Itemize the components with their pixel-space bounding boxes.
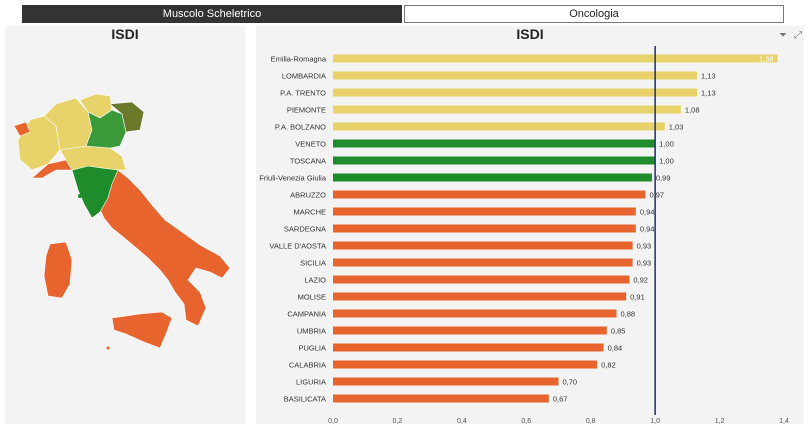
category-label: ABRUZZO: [290, 191, 326, 200]
category-label: SARDEGNA: [284, 225, 326, 234]
category-label: P.A. BOLZANO: [275, 123, 326, 132]
bar-20[interactable]: [333, 394, 549, 403]
x-tick-label: 0,4: [457, 418, 467, 425]
map-island-elba: [78, 194, 82, 198]
category-label: LIGURIA: [296, 378, 326, 387]
category-label: UMBRIA: [297, 327, 326, 336]
category-label: VENETO: [295, 140, 326, 149]
category-label: CAMPANIA: [287, 310, 326, 319]
category-label: PUGLIA: [298, 344, 326, 353]
category-label: PIEMONTE: [287, 106, 326, 115]
map-region-sicilia[interactable]: [111, 311, 173, 349]
category-label: CALABRIA: [289, 361, 326, 370]
value-label: 1,08: [685, 106, 700, 115]
category-label: Emilia-Romagna: [271, 55, 327, 64]
value-label: 0,88: [620, 310, 635, 319]
map-region-valle-daosta[interactable]: [13, 121, 31, 137]
bar-16[interactable]: [333, 326, 607, 335]
value-label: 1,00: [659, 157, 674, 166]
value-label: 0,91: [630, 293, 645, 302]
value-label: 1,13: [701, 89, 716, 98]
x-tick-label: 1,4: [779, 418, 789, 425]
value-label: 0,82: [601, 361, 616, 370]
bar-9[interactable]: [333, 207, 636, 216]
category-label: BASILICATA: [284, 395, 326, 404]
bar-8[interactable]: [333, 190, 646, 199]
x-tick-label: 0,2: [393, 418, 403, 425]
bar-0[interactable]: [333, 54, 778, 63]
bar-10[interactable]: [333, 224, 636, 233]
value-label: 0,97: [649, 191, 664, 200]
bar-13[interactable]: [333, 275, 630, 284]
value-label: 0,70: [563, 378, 578, 387]
value-label: 0,92: [633, 276, 648, 285]
category-label: VALLE D'AOSTA: [269, 242, 326, 251]
category-label: SICILIA: [300, 259, 326, 268]
value-label: 0,84: [608, 344, 623, 353]
x-tick-label: 0,0: [328, 418, 338, 425]
tab-muscolo-scheletrico[interactable]: Muscolo Scheletrico: [22, 5, 402, 23]
bar-19[interactable]: [333, 377, 559, 386]
bar-1[interactable]: [333, 71, 698, 80]
bar-3[interactable]: [333, 105, 681, 114]
category-label: LOMBARDIA: [282, 72, 326, 81]
bar-12[interactable]: [333, 258, 633, 267]
value-label: 0,67: [553, 395, 568, 404]
bar-11[interactable]: [333, 241, 633, 250]
bar-2[interactable]: [333, 88, 698, 97]
value-label: 1,38: [759, 55, 774, 64]
x-tick-label: 0,6: [521, 418, 531, 425]
x-tick-label: 1,2: [715, 418, 725, 425]
map-island-pantelleria: [106, 346, 110, 350]
bar-18[interactable]: [333, 360, 598, 369]
focus-mode-icon[interactable]: ⤢: [794, 30, 802, 41]
filter-icon[interactable]: ⏷: [779, 30, 787, 41]
category-label: Friuli-Venezia Giulia: [259, 174, 327, 183]
category-label: MOLISE: [298, 293, 326, 302]
value-label: 0,85: [611, 327, 626, 336]
map-region-centro-sud[interactable]: [97, 169, 231, 327]
category-label: P.A. TRENTO: [280, 89, 326, 98]
category-label: LAZIO: [304, 276, 326, 285]
value-label: 1,13: [701, 72, 716, 81]
bar-15[interactable]: [333, 309, 617, 318]
bar-17[interactable]: [333, 343, 604, 352]
map-title: ISDI: [111, 26, 139, 42]
map-region-friuli[interactable]: [109, 101, 145, 133]
category-label: TOSCANA: [290, 157, 326, 166]
value-label: 0,93: [637, 259, 652, 268]
bar-7[interactable]: [333, 173, 652, 182]
value-label: 0,94: [640, 208, 655, 217]
map-region-veneto[interactable]: [85, 109, 127, 149]
x-tick-label: 0,8: [586, 418, 596, 425]
value-label: 0,94: [640, 225, 655, 234]
value-label: 0,99: [656, 174, 671, 183]
bar-4[interactable]: [333, 122, 665, 131]
tab-oncologia[interactable]: Oncologia: [404, 5, 784, 23]
chart-title: ISDI: [516, 26, 544, 42]
x-tick-label: 1,0: [650, 418, 660, 425]
bar-14[interactable]: [333, 292, 627, 301]
value-label: 0,93: [637, 242, 652, 251]
bar-5[interactable]: [333, 139, 656, 148]
value-label: 1,00: [659, 140, 674, 149]
category-label: MARCHE: [293, 208, 326, 217]
map-region-sardegna[interactable]: [43, 241, 73, 299]
value-label: 1,03: [669, 123, 684, 132]
bar-6[interactable]: [333, 156, 656, 165]
